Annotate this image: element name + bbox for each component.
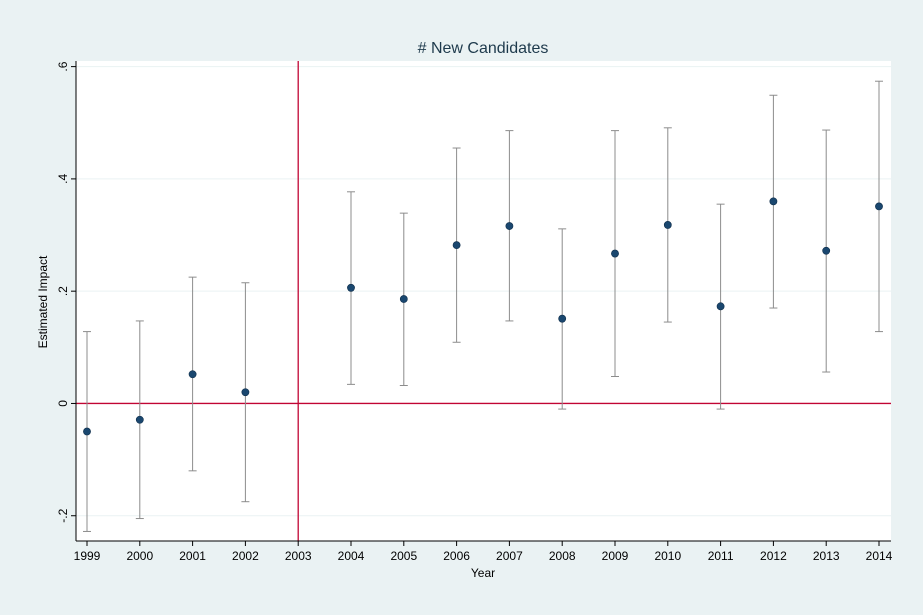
x-tick-label: 2001	[179, 549, 206, 563]
chart-title: # New Candidates	[418, 40, 549, 57]
axes	[75, 61, 891, 542]
x-axis-title: Year	[471, 566, 495, 580]
data-point	[83, 427, 91, 436]
x-tick-label: 2008	[549, 549, 576, 563]
data-point	[558, 314, 567, 323]
x-tick-label: 2010	[654, 549, 681, 563]
data-point	[663, 221, 672, 229]
data-point	[769, 197, 778, 206]
data-point	[135, 415, 144, 424]
x-tick-label: 1999	[74, 549, 101, 563]
x-tick-labels: 1999 2000 2001 2002 2003 2004 2005 2006 2007 2008…	[74, 541, 893, 563]
data-point	[188, 370, 197, 379]
data-point	[611, 249, 619, 258]
data-point	[241, 388, 250, 397]
y-tick-label: .4	[56, 174, 70, 184]
y-tick-labels: -.2 0 .2 .4 .6	[56, 61, 76, 523]
y-axis-title: Estimated Impact	[36, 255, 50, 348]
x-tick-label: 2006	[443, 549, 470, 563]
reference-lines	[76, 61, 891, 541]
x-tick-label: 2007	[496, 549, 523, 563]
y-tick-label: .2	[56, 286, 70, 296]
x-tick-label: 2002	[232, 549, 259, 563]
x-tick-label: 2014	[866, 549, 893, 563]
x-tick-label: 2009	[602, 549, 629, 563]
y-tick-label: .6	[56, 61, 70, 71]
data-point	[716, 302, 725, 311]
data-point	[822, 246, 831, 255]
data-point	[347, 283, 355, 292]
y-tick-label: -.2	[56, 508, 70, 522]
x-tick-label: 2011	[708, 549, 734, 563]
y-tick-label: 0	[56, 400, 70, 407]
x-tick-label: 2004	[338, 549, 365, 563]
x-tick-label: 2005	[390, 549, 417, 563]
x-tick-label: 2012	[760, 549, 787, 563]
x-tick-label: 2003	[285, 549, 312, 563]
data-point	[399, 295, 408, 303]
plot-area	[76, 61, 891, 541]
x-tick-label: 2013	[813, 549, 840, 563]
data-point	[505, 222, 514, 230]
data-point	[875, 202, 883, 211]
x-tick-label: 2000	[126, 549, 153, 563]
data-point	[452, 241, 461, 250]
data-points	[83, 197, 883, 436]
